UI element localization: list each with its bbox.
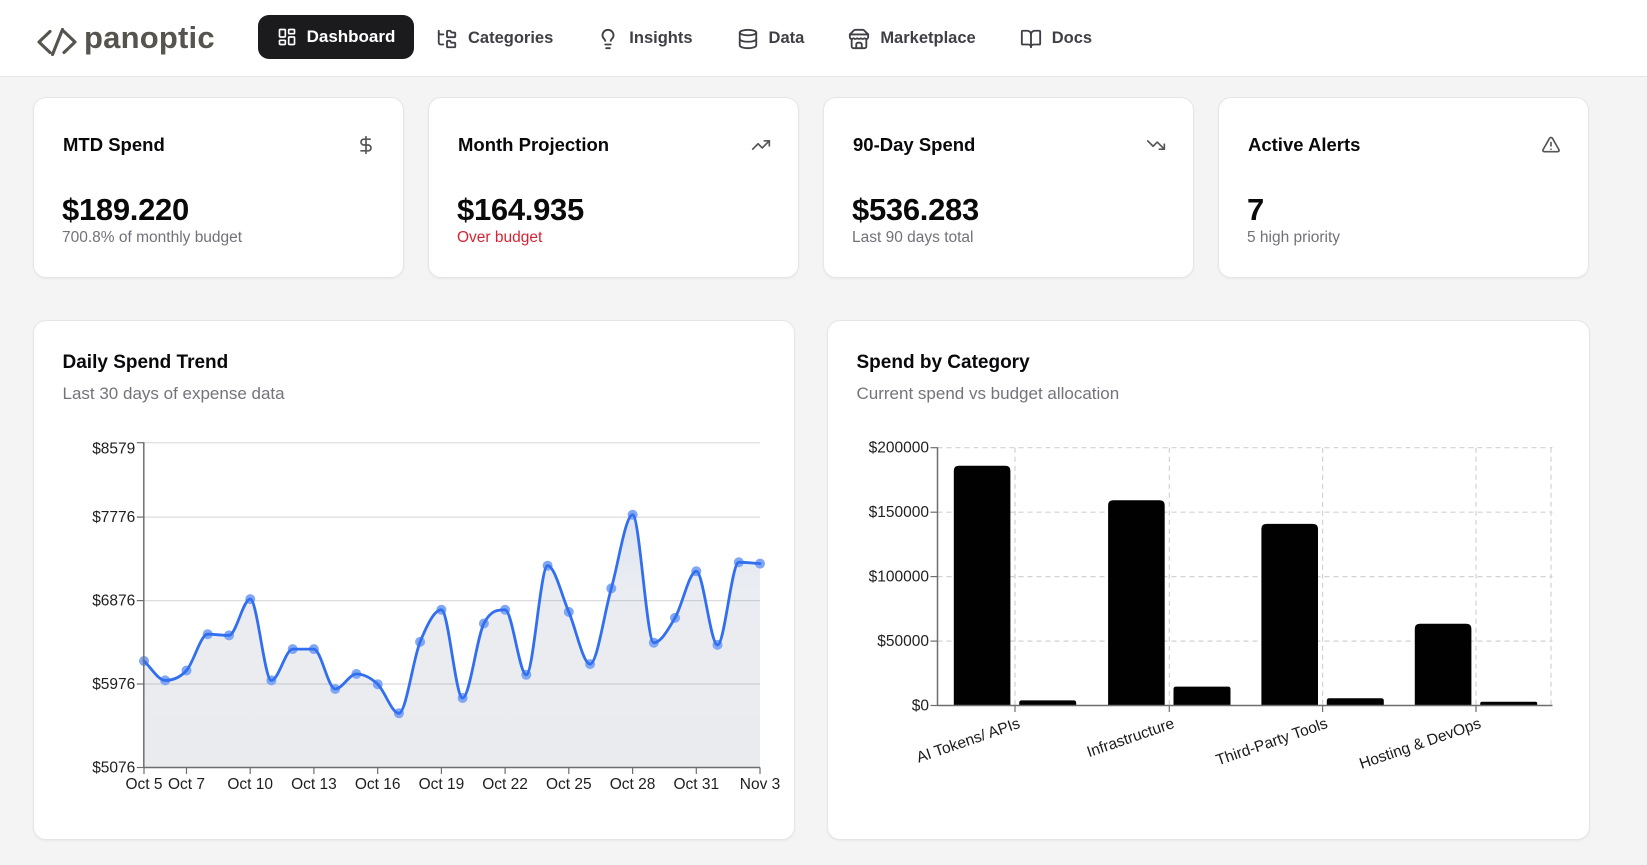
svg-text:$5076: $5076: [92, 760, 135, 777]
svg-text:Oct 31: Oct 31: [673, 776, 719, 793]
svg-text:$50000: $50000: [877, 633, 929, 650]
svg-text:Third-Party Tools: Third-Party Tools: [1214, 715, 1330, 769]
svg-text:Oct 7: Oct 7: [168, 776, 205, 793]
svg-text:Hosting & DevOps: Hosting & DevOps: [1357, 715, 1483, 773]
svg-text:$150000: $150000: [869, 504, 930, 521]
svg-text:$200000: $200000: [869, 440, 930, 457]
svg-text:$8579: $8579: [92, 441, 135, 458]
svg-text:Oct 5: Oct 5: [125, 776, 162, 793]
svg-text:Infrastructure: Infrastructure: [1085, 715, 1177, 761]
svg-text:$5976: $5976: [92, 676, 135, 693]
svg-text:Oct 16: Oct 16: [355, 776, 401, 793]
svg-text:$0: $0: [912, 698, 930, 715]
svg-text:Oct 10: Oct 10: [227, 776, 273, 793]
svg-text:Oct 19: Oct 19: [419, 776, 465, 793]
svg-text:Nov 3: Nov 3: [740, 776, 781, 793]
svg-text:$7776: $7776: [92, 509, 135, 526]
svg-text:AI Tokens/ APIs: AI Tokens/ APIs: [914, 715, 1022, 766]
svg-text:$100000: $100000: [869, 569, 930, 586]
svg-text:$6876: $6876: [92, 593, 135, 610]
svg-text:Oct 22: Oct 22: [482, 776, 528, 793]
svg-text:Oct 25: Oct 25: [546, 776, 592, 793]
svg-text:Oct 13: Oct 13: [291, 776, 337, 793]
svg-text:Oct 28: Oct 28: [610, 776, 656, 793]
